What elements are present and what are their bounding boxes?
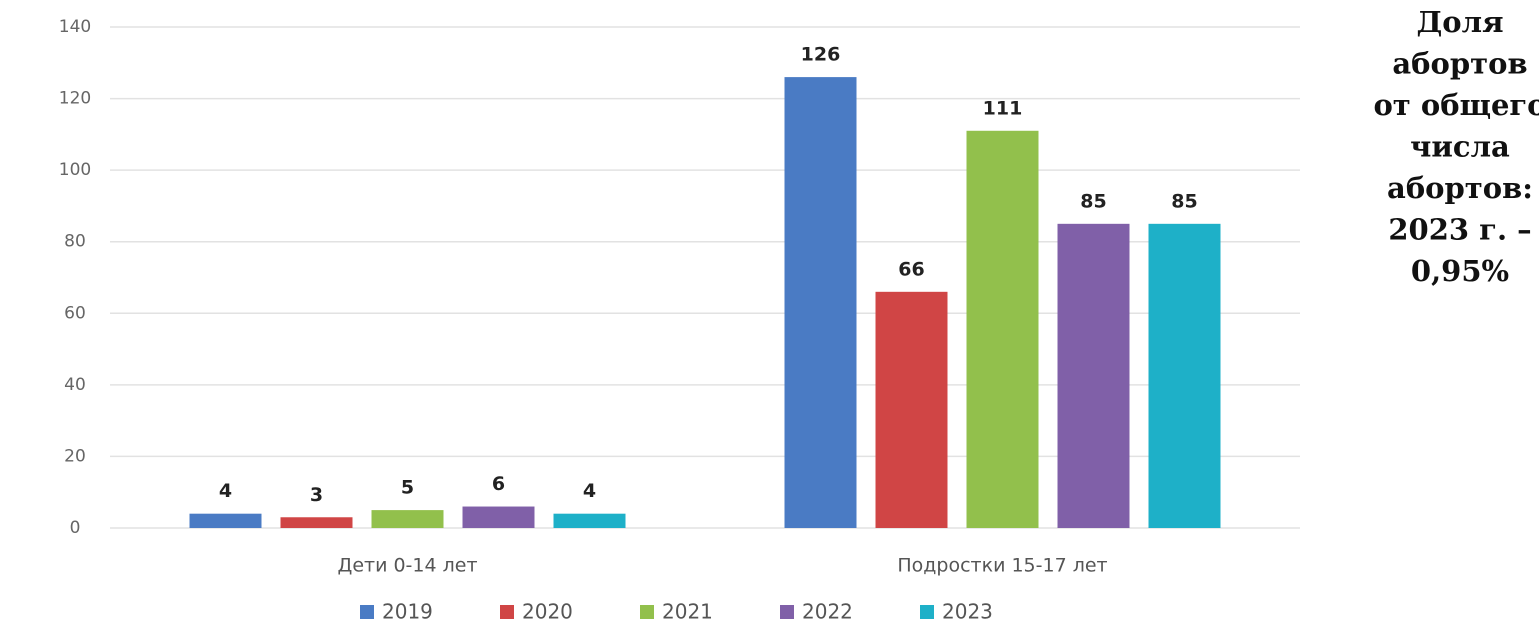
value-label: 4 [583, 480, 596, 502]
annotation: абортов [1392, 47, 1527, 81]
legend-swatch [920, 605, 934, 619]
annotation: 0,95% [1411, 254, 1509, 288]
annotation: от общего [1373, 88, 1539, 122]
legend-swatch [500, 605, 514, 619]
value-label: 126 [801, 44, 841, 66]
legend-label: 2019 [382, 600, 433, 624]
bar [371, 510, 444, 528]
annotation: числа [1410, 130, 1510, 164]
y-tick-label: 120 [59, 89, 91, 109]
y-tick-label: 60 [64, 303, 86, 323]
bar [784, 77, 857, 528]
bar [1148, 223, 1221, 529]
value-label: 5 [401, 477, 414, 499]
legend-label: 2021 [662, 600, 713, 624]
y-tick-label: 0 [70, 518, 81, 538]
legend-swatch [640, 605, 654, 619]
value-label: 111 [983, 97, 1023, 119]
annotation: 2023 г. – [1388, 213, 1531, 247]
bar [966, 130, 1039, 528]
value-label: 66 [898, 258, 924, 280]
x-tick-label: Дети 0-14 лет [337, 555, 477, 577]
value-label: 4 [219, 480, 232, 502]
value-label: 85 [1080, 190, 1106, 212]
value-label: 6 [492, 473, 505, 495]
y-tick-label: 100 [59, 160, 91, 180]
bar [189, 513, 262, 528]
bar [875, 291, 948, 528]
annotation: Доля [1417, 5, 1504, 39]
bar [1057, 223, 1130, 529]
legend-swatch [360, 605, 374, 619]
bar [553, 513, 626, 528]
y-tick-label: 20 [64, 446, 86, 466]
bar [462, 506, 535, 528]
legend-label: 2022 [802, 600, 853, 624]
legend-label: 2020 [522, 600, 573, 624]
x-tick-label: Подростки 15-17 лет [897, 555, 1107, 577]
bar [280, 517, 353, 528]
value-label: 85 [1171, 190, 1197, 212]
y-tick-label: 40 [64, 375, 86, 395]
y-tick-label: 140 [59, 17, 91, 37]
value-label: 3 [310, 484, 323, 506]
legend-label: 2023 [942, 600, 993, 624]
annotation: абортов: [1387, 171, 1533, 205]
legend-swatch [780, 605, 794, 619]
y-tick-label: 80 [64, 232, 86, 252]
